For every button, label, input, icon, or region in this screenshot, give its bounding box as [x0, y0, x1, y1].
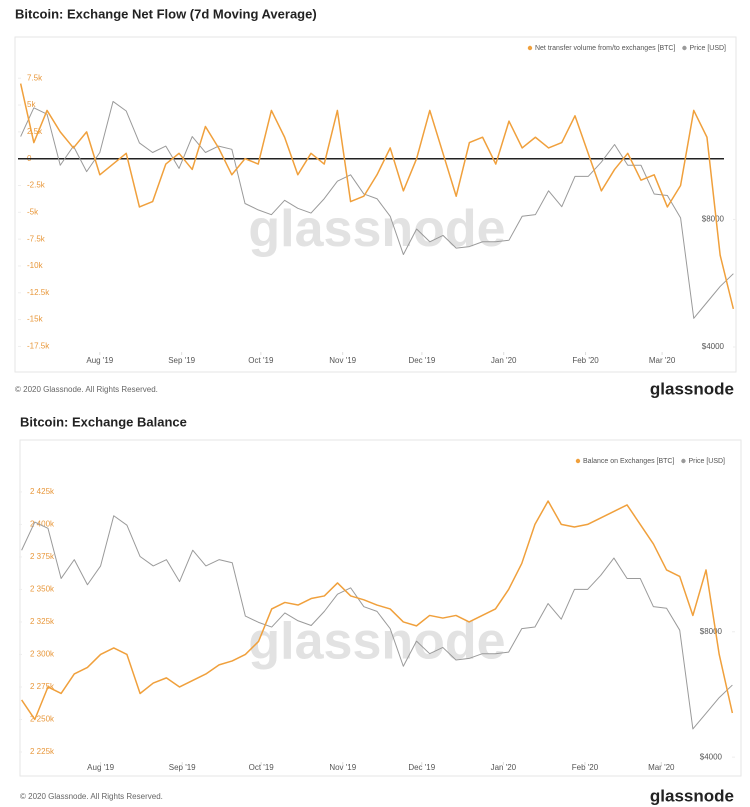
logo: glassnode [650, 786, 734, 805]
y-tick-label: 2 425k [30, 487, 55, 496]
legend-swatch [575, 458, 581, 464]
y-tick-label: 2 225k [30, 747, 55, 756]
y-tick-label: 2 350k [30, 585, 55, 594]
y-tick-label: -15k [27, 315, 44, 324]
y-tick-label: 5k [27, 100, 36, 109]
copyright: © 2020 Glassnode. All Rights Reserved. [15, 385, 158, 394]
x-tick-label: Jan '20 [491, 356, 517, 365]
y-tick-label: -5k [27, 207, 39, 216]
legend-label: Price [USD] [688, 458, 725, 465]
x-tick-label: Mar '20 [648, 763, 675, 772]
y-tick-label: 7.5k [27, 73, 43, 82]
y-tick-label: 2 300k [30, 650, 55, 659]
chart-frame [19, 439, 742, 777]
y-tick-label: 2 400k [30, 520, 55, 529]
y-tick-label: 2 375k [30, 552, 55, 561]
x-tick-label: Feb '20 [572, 763, 599, 772]
logo: glassnode [650, 379, 734, 398]
y2-tick-label: $4000 [700, 752, 723, 761]
chart-title: Bitcoin: Exchange Balance [20, 414, 187, 429]
y-tick-label: -12.5k [27, 288, 50, 297]
copyright: © 2020 Glassnode. All Rights Reserved. [20, 792, 163, 801]
series-line [19, 83, 735, 310]
x-tick-label: Mar '20 [649, 356, 676, 365]
watermark: glassnode [248, 613, 505, 671]
x-tick-label: Feb '20 [572, 356, 599, 365]
y-tick-label: -2.5k [27, 181, 46, 190]
y2-tick-label: $8000 [702, 215, 725, 224]
y-tick-label: -7.5k [27, 234, 46, 243]
x-tick-label: Nov '19 [329, 763, 356, 772]
chart-frame [14, 36, 737, 373]
x-tick-label: Aug '19 [87, 763, 114, 772]
chart-title: Bitcoin: Exchange Net Flow (7d Moving Av… [15, 6, 317, 21]
price-line [21, 515, 733, 730]
x-tick-label: Dec '19 [408, 763, 435, 772]
watermark: glassnode [248, 200, 505, 258]
legend-swatch [682, 45, 687, 51]
y-tick-label: -17.5k [27, 342, 50, 351]
y2-tick-label: $4000 [702, 342, 725, 351]
y-tick-label: 2 325k [30, 617, 55, 626]
y-tick-label: 2.5k [27, 127, 43, 136]
x-tick-label: Aug '19 [86, 356, 113, 365]
x-tick-label: Sep '19 [168, 356, 195, 365]
x-tick-label: Oct '19 [248, 356, 274, 365]
legend-label: Balance on Exchanges [BTC] [583, 458, 674, 465]
y-tick-label: -10k [27, 261, 44, 270]
series-line [21, 500, 734, 721]
legend-label: Net transfer volume from/to exchanges [B… [535, 45, 675, 52]
y-tick-label: 2 250k [30, 715, 55, 724]
x-tick-label: Jan '20 [491, 763, 517, 772]
x-tick-label: Nov '19 [329, 356, 356, 365]
price-line [20, 100, 734, 319]
y2-tick-label: $8000 [700, 627, 723, 636]
legend-swatch [527, 45, 533, 51]
x-tick-label: Dec '19 [408, 356, 435, 365]
legend-swatch [681, 458, 686, 464]
x-tick-label: Oct '19 [249, 763, 275, 772]
legend-label: Price [USD] [689, 45, 726, 52]
y-tick-label: 2 275k [30, 682, 55, 691]
x-tick-label: Sep '19 [169, 763, 196, 772]
